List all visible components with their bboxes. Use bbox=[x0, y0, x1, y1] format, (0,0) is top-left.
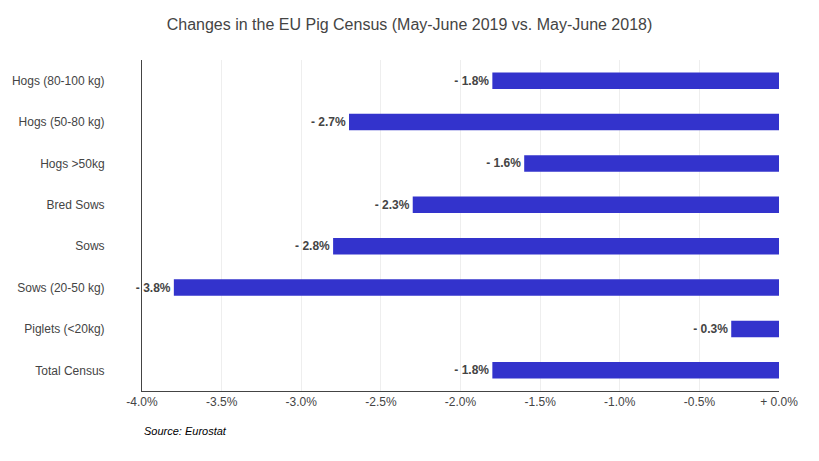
svg-text:Changes in the EU Pig Census (: Changes in the EU Pig Census (May-June 2… bbox=[167, 16, 653, 33]
svg-text:Piglets (<20kg): Piglets (<20kg) bbox=[24, 322, 104, 336]
svg-text:- 1.6%: - 1.6% bbox=[486, 156, 521, 170]
svg-text:- 1.8%: - 1.8% bbox=[454, 363, 489, 377]
svg-text:-1.0%: -1.0% bbox=[604, 395, 636, 409]
svg-text:- 3.8%: - 3.8% bbox=[136, 281, 171, 295]
svg-text:Hogs (80-100 kg): Hogs (80-100 kg) bbox=[12, 74, 105, 88]
svg-text:-4.0%: -4.0% bbox=[126, 395, 158, 409]
svg-text:-3.0%: -3.0% bbox=[286, 395, 318, 409]
svg-text:- 1.8%: - 1.8% bbox=[454, 74, 489, 88]
svg-text:-2.5%: -2.5% bbox=[365, 395, 397, 409]
svg-text:- 2.8%: - 2.8% bbox=[295, 239, 330, 253]
svg-text:Hogs (50-80 kg): Hogs (50-80 kg) bbox=[19, 115, 105, 129]
svg-text:- 2.7%: - 2.7% bbox=[311, 115, 346, 129]
svg-text:-1.5%: -1.5% bbox=[524, 395, 556, 409]
svg-text:Sows: Sows bbox=[75, 239, 104, 253]
svg-text:Hogs >50kg: Hogs >50kg bbox=[40, 157, 104, 171]
svg-text:-2.0%: -2.0% bbox=[445, 395, 477, 409]
svg-text:- 0.3%: - 0.3% bbox=[693, 322, 728, 336]
svg-text:Total Census: Total Census bbox=[35, 364, 104, 378]
svg-text:-3.5%: -3.5% bbox=[206, 395, 238, 409]
svg-text:- 2.3%: - 2.3% bbox=[375, 198, 410, 212]
svg-text:Bred Sows: Bred Sows bbox=[47, 198, 105, 212]
svg-text:+ 0.0%: + 0.0% bbox=[760, 395, 798, 409]
svg-text:-0.5%: -0.5% bbox=[684, 395, 716, 409]
svg-text:Source: Eurostat: Source: Eurostat bbox=[144, 425, 227, 437]
svg-text:Sows (20-50 kg): Sows (20-50 kg) bbox=[17, 281, 104, 295]
